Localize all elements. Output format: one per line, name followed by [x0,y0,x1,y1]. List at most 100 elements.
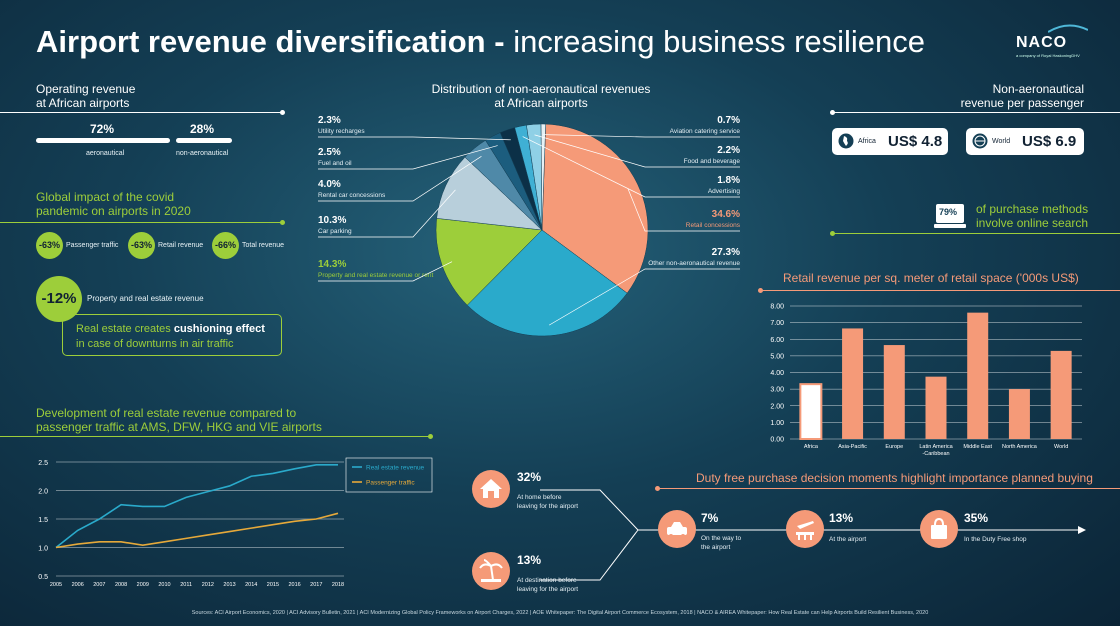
covid-title: Global impact of the covid pandemic on a… [36,190,191,218]
airport-icon [786,510,824,548]
bar [925,376,947,439]
pie-label-text: Aviation catering service [670,128,741,135]
bar-y-tick: 7.00 [770,320,784,327]
line-chart-title: Development of real estate revenue compa… [36,406,322,434]
online-value: 79% [939,207,958,217]
online-divider-dot [830,231,835,236]
pie-label-text: Fuel and oil [318,160,352,167]
world-label: World [992,138,1011,145]
line-x-tick: 2017 [310,582,322,588]
total-revenue-label: Total revenue [242,242,285,249]
line-y-tick: 2.5 [38,460,48,467]
cushion-bold: cushioning effect [173,323,265,335]
pie-leader-line [543,134,740,138]
way-pct: 7% [701,511,719,525]
logo-wave-icon [1048,24,1088,33]
pie-leader-line [534,134,740,168]
operating-title-line2: at African airports [36,96,130,110]
bar-category-label: Latin America [919,444,953,450]
bar [1050,350,1072,439]
palm-tree-icon [472,552,510,590]
line-y-tick: 1.5 [38,517,48,524]
bar-category-label: Europe [885,444,903,450]
pie-label-pct: 4.0% [318,179,341,190]
africa-value: US$ 4.8 [888,133,943,150]
globe-africa-icon [838,133,854,149]
pie-leader-line [318,145,498,170]
passenger-traffic-value: -63% [36,232,63,259]
covid-divider-dot [280,220,285,225]
shop-pct: 35% [964,511,989,525]
dest-text: At destination before leaving for the ai… [517,576,578,594]
pie-label-pct: 10.3% [318,215,346,226]
retail-divider-dot [758,288,763,293]
bar-y-tick: 1.00 [770,420,784,427]
pie-leader-line [318,136,511,141]
home-text-line2: leaving for the airport [517,503,579,510]
bar-category-label: Africa [804,444,819,450]
line-title-line2: passenger traffic at AMS, DFW, HKG and V… [36,420,322,434]
covid-title-line1: Global impact of the covid [36,190,175,204]
per-passenger-title-line2: revenue per passenger [960,96,1084,110]
way-text: On the way to the airport [701,534,741,552]
dutyfree-divider-dot [655,486,660,491]
pie-slice [435,218,543,306]
line-x-tick: 2018 [332,582,344,588]
dest-pct: 13% [517,553,542,567]
retail-revenue-value: -63% [128,232,155,259]
line-x-tick: 2013 [223,582,235,588]
bar [799,383,823,440]
logo-sub: a company of Royal HaskoningDHV [1016,53,1080,58]
online-divider [832,233,1120,234]
divider-dot [280,110,285,115]
pie-leader-line [627,188,740,232]
line-legend-label: Real estate revenue [366,465,425,472]
line-y-tick: 0.5 [38,574,48,581]
sources-footer: Sources: ACI Airport Economics, 2020 | A… [191,610,929,616]
bar-y-tick: 6.00 [770,337,784,344]
airport-pct: 13% [829,511,854,525]
per-passenger-divider [832,112,1120,113]
pie-label-pct: 34.6% [712,209,740,220]
covid-title-line2: pandemic on airports in 2020 [36,204,191,218]
globe-world-icon [972,133,988,149]
bar-y-tick: 3.00 [770,387,784,394]
way-text-line1: On the way to [701,535,742,542]
pie-label-pct: 2.3% [318,115,341,126]
home-text-line1: At home before [517,494,562,501]
aero-pct: 72% [90,122,115,136]
dest-text-line2: leaving for the airport [517,586,579,593]
pie-label-text: Utility recharges [318,128,365,135]
line-title-line1: Development of real estate revenue compa… [36,406,297,420]
pie-label-pct: 2.2% [717,145,740,156]
way-text-line2: the airport [701,544,731,551]
bar-category-label: -Caribbean [922,451,949,457]
passenger-traffic-label: Passenger traffic [66,242,119,249]
aero-label: aeronautical [86,150,125,157]
line-x-tick: 2005 [50,582,62,588]
operating-title-line1: Operating revenue [36,82,136,96]
line-x-tick: 2009 [137,582,149,588]
bar-y-tick: 8.00 [770,304,784,311]
bar [967,312,989,439]
cushion-text: Real estate creates cushioning effect in… [76,322,265,352]
line-x-tick: 2006 [72,582,84,588]
world-pill: World US$ 6.9 [966,128,1084,155]
pie-label-text: Food and beverage [684,158,741,165]
line-y-tick: 1.0 [38,546,48,553]
title-light: increasing business resilience [513,24,926,59]
retail-title: Retail revenue per sq. meter of retail s… [783,271,1079,285]
nonaero-pct: 28% [190,122,215,136]
pie-leader-line [522,136,740,198]
pie-leader-line [318,155,482,202]
pie-label-pct: 27.3% [712,247,740,258]
shopping-bag-icon [920,510,958,548]
dutyfree-title: Duty free purchase decision moments high… [696,471,1093,485]
line-chart-divider-dot [428,434,433,439]
line-legend-box [345,457,433,493]
aero-bar [36,138,170,143]
pie-leader-line [318,189,456,238]
line-x-tick: 2008 [115,582,127,588]
per-passenger-title: Non-aeronautical revenue per passenger [900,82,1084,110]
home-icon [472,470,510,508]
